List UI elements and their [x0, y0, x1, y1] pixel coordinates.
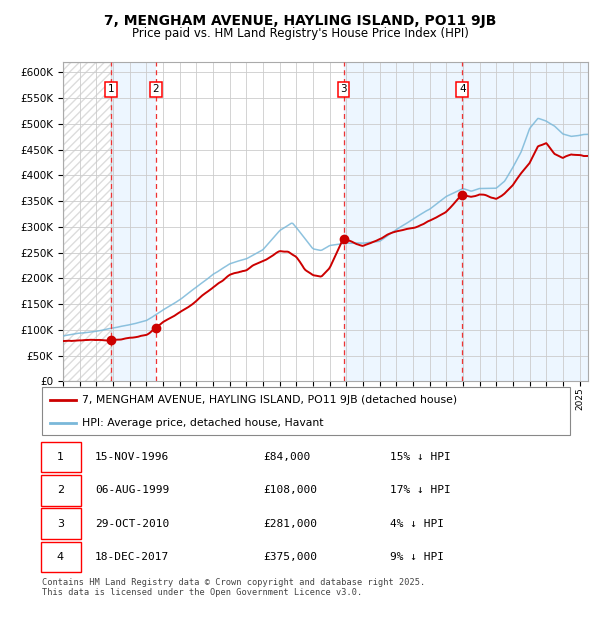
Bar [63, 62, 111, 381]
FancyBboxPatch shape [41, 541, 80, 572]
Text: Price paid vs. HM Land Registry's House Price Index (HPI): Price paid vs. HM Land Registry's House … [131, 27, 469, 40]
Bar [111, 62, 156, 381]
Text: 2: 2 [57, 485, 64, 495]
Text: 06-AUG-1999: 06-AUG-1999 [95, 485, 169, 495]
Text: 3: 3 [340, 84, 347, 94]
Text: 29-OCT-2010: 29-OCT-2010 [95, 518, 169, 528]
Text: 17% ↓ HPI: 17% ↓ HPI [391, 485, 451, 495]
Text: 2: 2 [153, 84, 160, 94]
Text: 15-NOV-1996: 15-NOV-1996 [95, 452, 169, 462]
Text: 15% ↓ HPI: 15% ↓ HPI [391, 452, 451, 462]
Text: £108,000: £108,000 [264, 485, 318, 495]
Text: 4: 4 [57, 552, 64, 562]
Text: 4: 4 [459, 84, 466, 94]
FancyBboxPatch shape [41, 475, 80, 505]
Text: 18-DEC-2017: 18-DEC-2017 [95, 552, 169, 562]
Bar [156, 62, 344, 381]
Text: Contains HM Land Registry data © Crown copyright and database right 2025.
This d: Contains HM Land Registry data © Crown c… [42, 578, 425, 597]
FancyBboxPatch shape [41, 508, 80, 539]
Bar [63, 62, 111, 381]
Text: £281,000: £281,000 [264, 518, 318, 528]
Text: HPI: Average price, detached house, Havant: HPI: Average price, detached house, Hava… [82, 418, 323, 428]
Text: 3: 3 [57, 518, 64, 528]
Bar [344, 62, 463, 381]
Text: 7, MENGHAM AVENUE, HAYLING ISLAND, PO11 9JB: 7, MENGHAM AVENUE, HAYLING ISLAND, PO11 … [104, 14, 496, 28]
FancyBboxPatch shape [42, 387, 570, 435]
Text: 1: 1 [107, 84, 114, 94]
FancyBboxPatch shape [41, 441, 80, 472]
Text: 7, MENGHAM AVENUE, HAYLING ISLAND, PO11 9JB (detached house): 7, MENGHAM AVENUE, HAYLING ISLAND, PO11 … [82, 395, 457, 405]
Text: £375,000: £375,000 [264, 552, 318, 562]
Text: 9% ↓ HPI: 9% ↓ HPI [391, 552, 445, 562]
Bar [463, 62, 588, 381]
Text: 4% ↓ HPI: 4% ↓ HPI [391, 518, 445, 528]
Text: 1: 1 [57, 452, 64, 462]
Text: £84,000: £84,000 [264, 452, 311, 462]
